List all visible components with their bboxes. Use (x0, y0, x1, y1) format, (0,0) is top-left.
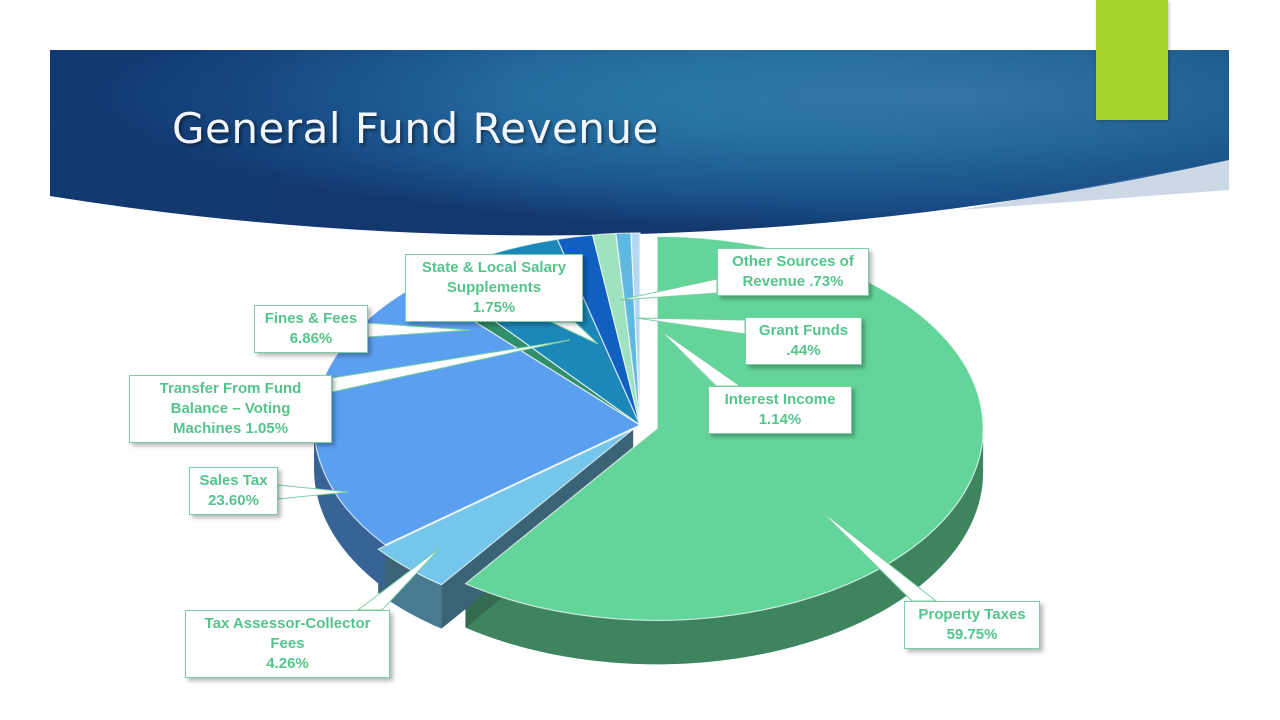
data-label-state-local-salary: State & Local Salary Supplements 1.75% (405, 254, 583, 322)
data-label-tax-assessor-fees: Tax Assessor-Collector Fees 4.26% (185, 610, 390, 678)
pie-slice (630, 232, 641, 426)
data-label-grant-funds: Grant Funds .44% (745, 317, 862, 365)
page-title: General Fund Revenue (172, 104, 659, 153)
label-pointer (331, 339, 571, 393)
pie-slice (377, 428, 634, 586)
pie-slice-side (465, 428, 984, 665)
label-pointer (367, 322, 471, 338)
data-label-property-taxes: Property Taxes 59.75% (904, 601, 1040, 649)
data-label-transfer-fund-balance: Transfer From Fund Balance – Voting Machin… (129, 375, 332, 443)
pie-slice-side (314, 425, 386, 589)
data-label-other-sources: Other Sources of Revenue .73% (717, 248, 869, 296)
data-label-sales-tax: Sales Tax 23.60% (189, 467, 278, 515)
data-label-interest-income: Interest Income 1.14% (708, 386, 852, 434)
accent-bar (1096, 0, 1168, 120)
data-label-fines-fees: Fines & Fees 6.86% (254, 305, 368, 353)
title-banner (50, 50, 1229, 236)
label-pointer (277, 484, 349, 500)
label-pointers (277, 278, 938, 611)
label-pointer (550, 321, 599, 345)
